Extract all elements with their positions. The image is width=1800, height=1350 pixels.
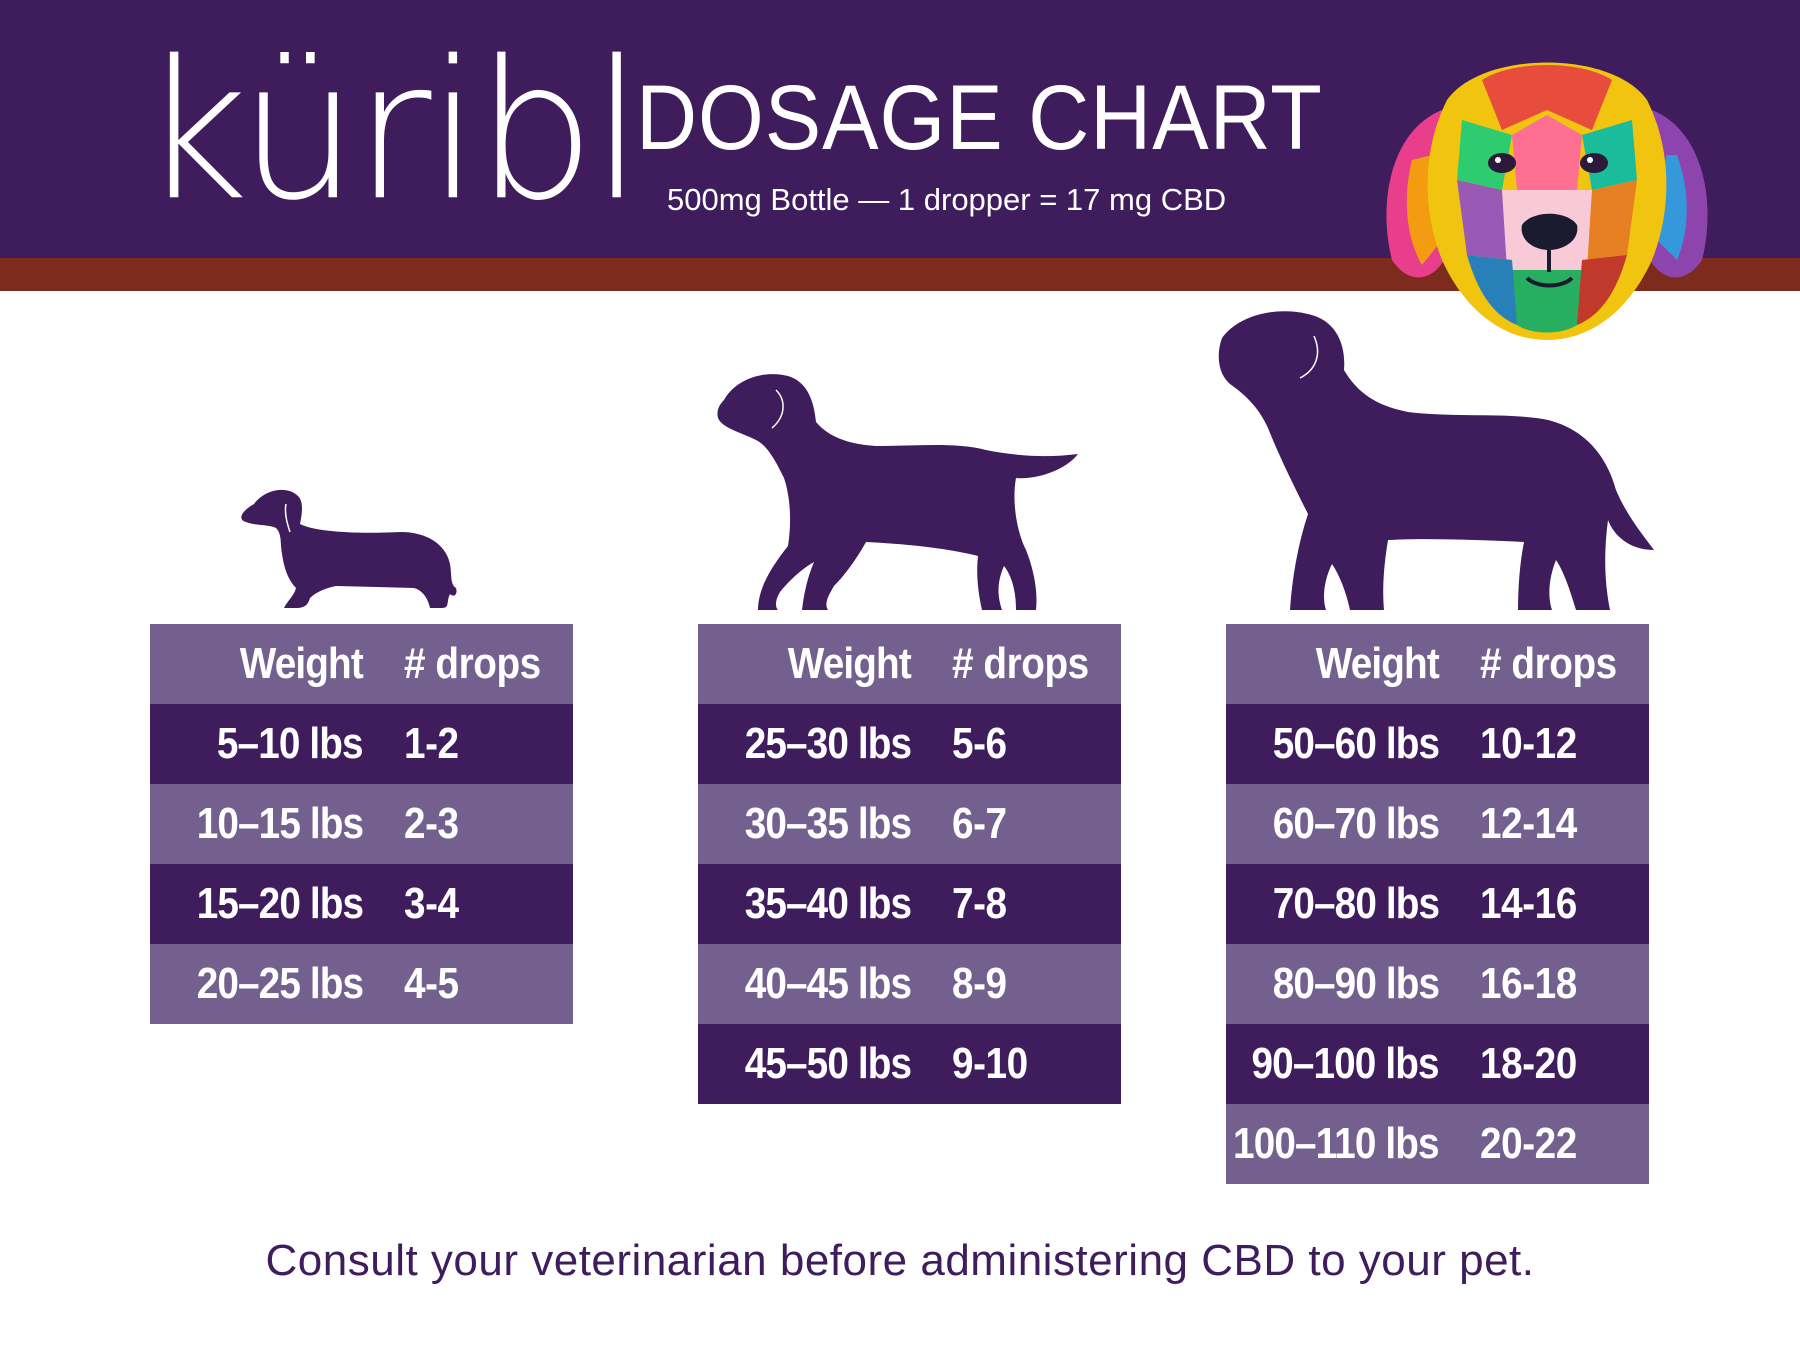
weight-cell: 5–10 lbs — [217, 719, 364, 768]
table-row: 35–40 lbs 7-8 — [698, 864, 1121, 944]
drops-cell: 16-18 — [1480, 959, 1577, 1008]
drops-column-header: # drops — [1480, 639, 1617, 688]
weight-cell: 100–110 lbs — [1233, 1119, 1440, 1168]
dosage-table-medium: Weight # drops 25–30 lbs 5-6 30–35 lbs 6… — [698, 624, 1121, 1104]
drops-cell: 2-3 — [404, 799, 459, 848]
table-header-row: Weight # drops — [1226, 624, 1649, 704]
drops-cell: 18-20 — [1480, 1039, 1577, 1088]
weight-column-header: Weight — [239, 639, 364, 688]
drops-cell: 14-16 — [1480, 879, 1577, 928]
drops-cell: 6-7 — [952, 799, 1007, 848]
drops-cell: 10-12 — [1480, 719, 1577, 768]
weight-cell: 10–15 lbs — [196, 799, 364, 848]
page-subtitle: 500mg Bottle — 1 dropper = 17 mg CBD — [667, 182, 1227, 217]
disclaimer-note: Consult your veterinarian before adminis… — [265, 1236, 1535, 1285]
weight-column-header: Weight — [787, 639, 912, 688]
table-row: 20–25 lbs 4-5 — [150, 944, 573, 1024]
retriever-silhouette-icon — [717, 374, 1078, 610]
weight-cell: 35–40 lbs — [744, 879, 912, 928]
table-row: 50–60 lbs 10-12 — [1226, 704, 1649, 784]
dosage-table-large: Weight # drops 50–60 lbs 10-12 60–70 lbs… — [1226, 624, 1649, 1184]
weight-cell: 25–30 lbs — [744, 719, 912, 768]
table-row: 40–45 lbs 8-9 — [698, 944, 1121, 1024]
table-row: 90–100 lbs 18-20 — [1226, 1024, 1649, 1104]
table-row: 10–15 lbs 2-3 — [150, 784, 573, 864]
table-row: 30–35 lbs 6-7 — [698, 784, 1121, 864]
drops-cell: 1-2 — [404, 719, 459, 768]
weight-cell: 80–90 lbs — [1272, 959, 1440, 1008]
table-row: 80–90 lbs 16-18 — [1226, 944, 1649, 1024]
drops-cell: 5-6 — [952, 719, 1007, 768]
page-title: DOSAGE CHART — [636, 67, 1323, 169]
drops-cell: 9-10 — [952, 1039, 1028, 1088]
colorful-dog-portrait-icon — [1386, 62, 1708, 340]
drops-cell: 4-5 — [404, 959, 459, 1008]
weight-cell: 40–45 lbs — [744, 959, 912, 1008]
drops-cell: 7-8 — [952, 879, 1007, 928]
dachshund-silhouette-icon — [241, 489, 457, 608]
weight-cell: 70–80 lbs — [1272, 879, 1440, 928]
weight-cell: 90–100 lbs — [1251, 1039, 1440, 1088]
table-row: 5–10 lbs 1-2 — [150, 704, 573, 784]
weight-cell: 45–50 lbs — [744, 1039, 912, 1088]
drops-cell: 3-4 — [404, 879, 459, 928]
table-row: 15–20 lbs 3-4 — [150, 864, 573, 944]
table-row: 100–110 lbs 20-22 — [1226, 1104, 1649, 1184]
weight-column-header: Weight — [1315, 639, 1440, 688]
drops-column-header: # drops — [404, 639, 541, 688]
table-header-row: Weight # drops — [698, 624, 1121, 704]
table-row: 70–80 lbs 14-16 — [1226, 864, 1649, 944]
large-dog-silhouette-icon — [1218, 311, 1654, 610]
table-row: 60–70 lbs 12-14 — [1226, 784, 1649, 864]
dosage-table-small: Weight # drops 5–10 lbs 1-2 10–15 lbs 2-… — [150, 624, 573, 1024]
weight-cell: 30–35 lbs — [744, 799, 912, 848]
weight-cell: 20–25 lbs — [196, 959, 364, 1008]
brand-logo: küribl — [140, 19, 643, 244]
table-header-row: Weight # drops — [150, 624, 573, 704]
table-row: 45–50 lbs 9-10 — [698, 1024, 1121, 1104]
drops-cell: 12-14 — [1480, 799, 1577, 848]
weight-cell: 15–20 lbs — [196, 879, 364, 928]
drops-column-header: # drops — [952, 639, 1089, 688]
drops-cell: 8-9 — [952, 959, 1007, 1008]
weight-cell: 60–70 lbs — [1272, 799, 1440, 848]
drops-cell: 20-22 — [1480, 1119, 1577, 1168]
weight-cell: 50–60 lbs — [1272, 719, 1440, 768]
table-row: 25–30 lbs 5-6 — [698, 704, 1121, 784]
